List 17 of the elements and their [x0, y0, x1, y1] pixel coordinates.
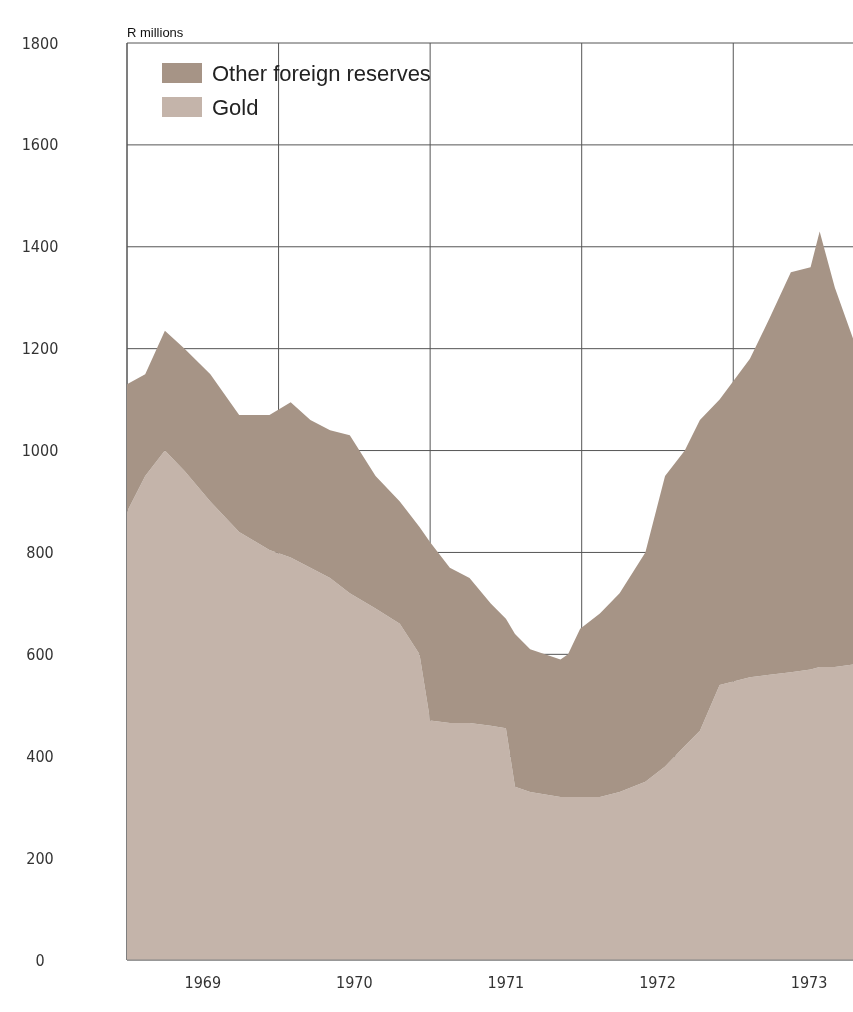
y-tick-label: 400	[26, 746, 54, 766]
x-tick-label: 1973	[790, 973, 828, 992]
y-tick-label: 1000	[21, 441, 59, 461]
y-tick-label: 200	[26, 848, 54, 868]
legend-label: Gold	[212, 94, 259, 120]
y-tick-label: 1200	[21, 339, 59, 359]
y-tick-label: 0	[35, 950, 45, 970]
y-tick-label: 800	[26, 543, 54, 563]
x-tick-label: 1970	[336, 973, 373, 992]
x-tick-label: 1972	[639, 973, 676, 992]
x-tick-label: 1971	[487, 973, 525, 992]
y-tick-label: 1400	[21, 237, 59, 257]
y-tick-label: 600	[26, 644, 54, 664]
x-tick-label: 1969	[184, 973, 222, 992]
y-tick-label: 1600	[21, 135, 59, 155]
y-axis-title: R millions	[127, 25, 184, 40]
y-tick-label: 1800	[21, 33, 59, 53]
